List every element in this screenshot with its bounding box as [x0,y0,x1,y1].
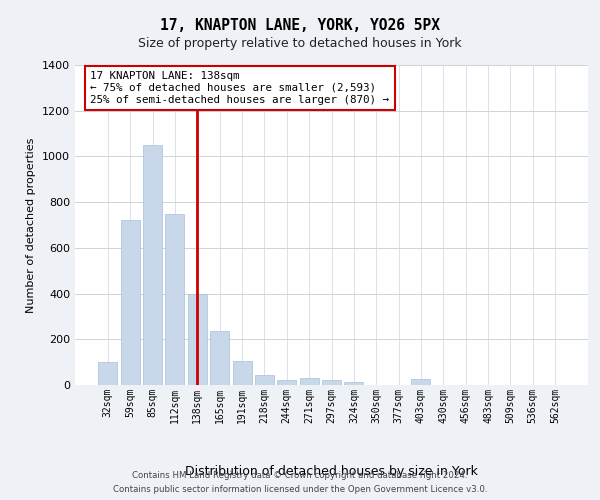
Text: 17, KNAPTON LANE, YORK, YO26 5PX: 17, KNAPTON LANE, YORK, YO26 5PX [160,18,440,32]
Text: Size of property relative to detached houses in York: Size of property relative to detached ho… [138,38,462,51]
Text: Contains public sector information licensed under the Open Government Licence v3: Contains public sector information licen… [113,486,487,494]
Bar [255,374,274,385]
Text: 17 KNAPTON LANE: 138sqm
← 75% of detached houses are smaller (2,593)
25% of semi: 17 KNAPTON LANE: 138sqm ← 75% of detache… [91,72,389,104]
Bar [233,361,251,385]
Bar [322,380,341,385]
X-axis label: Distribution of detached houses by size in York: Distribution of detached houses by size … [185,464,478,477]
Bar [277,380,296,385]
Bar [344,382,364,385]
Y-axis label: Number of detached properties: Number of detached properties [26,138,37,312]
Bar [166,214,184,385]
Bar [143,145,162,385]
Bar [412,380,430,385]
Bar [299,378,319,385]
Bar [98,362,118,385]
Text: Contains HM Land Registry data © Crown copyright and database right 2024.: Contains HM Land Registry data © Crown c… [132,470,468,480]
Bar [121,220,140,385]
Bar [210,332,229,385]
Bar [188,294,207,385]
